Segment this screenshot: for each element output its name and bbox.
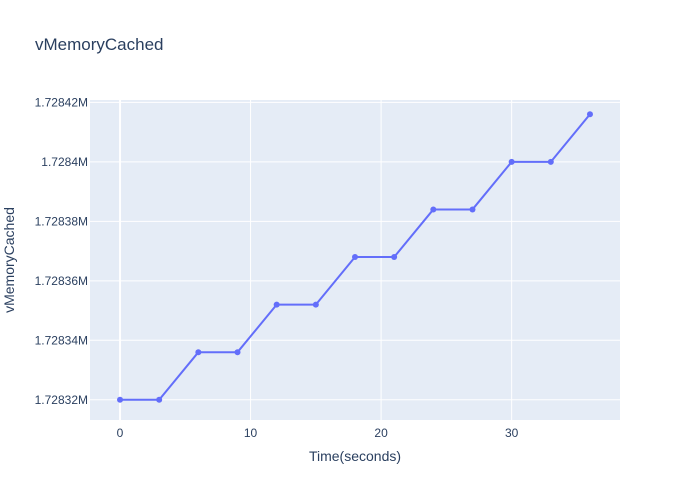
data-point <box>430 206 437 213</box>
data-point <box>508 158 515 165</box>
chart-title: vMemoryCached <box>35 35 164 54</box>
data-points <box>117 111 593 403</box>
x-tick-labels: 0 10 20 30 <box>117 426 519 440</box>
y-gridlines <box>90 101 620 401</box>
x-gridlines <box>250 100 513 420</box>
data-point <box>469 206 476 213</box>
y-tick-label: 1.72832M <box>35 393 88 407</box>
data-point <box>117 396 124 403</box>
data-point <box>156 396 163 403</box>
y-tick-label: 1.72834M <box>35 333 88 347</box>
y-tick-label: 1.72836M <box>35 274 88 288</box>
x-tick-label: 20 <box>374 426 388 440</box>
data-point <box>234 349 241 356</box>
x-tick-label: 0 <box>117 426 124 440</box>
data-point <box>273 301 280 308</box>
data-point <box>312 301 319 308</box>
data-point <box>195 349 202 356</box>
data-point <box>586 111 593 118</box>
y-tick-label: 1.72842M <box>35 95 88 109</box>
data-point <box>547 158 554 165</box>
y-tick-label: 1.72838M <box>35 214 88 228</box>
x-tick-label: 30 <box>505 426 519 440</box>
y-axis-title: vMemoryCached <box>1 207 17 313</box>
data-point <box>352 254 358 261</box>
x-tick-label: 10 <box>244 426 258 440</box>
x-axis-title: Time(seconds) <box>309 448 401 464</box>
y-tick-label: 1.7284M <box>41 155 88 169</box>
y-tick-labels: 1.72832M 1.72834M 1.72836M 1.72838M 1.7284M 1… <box>35 95 88 406</box>
data-point <box>391 254 398 261</box>
